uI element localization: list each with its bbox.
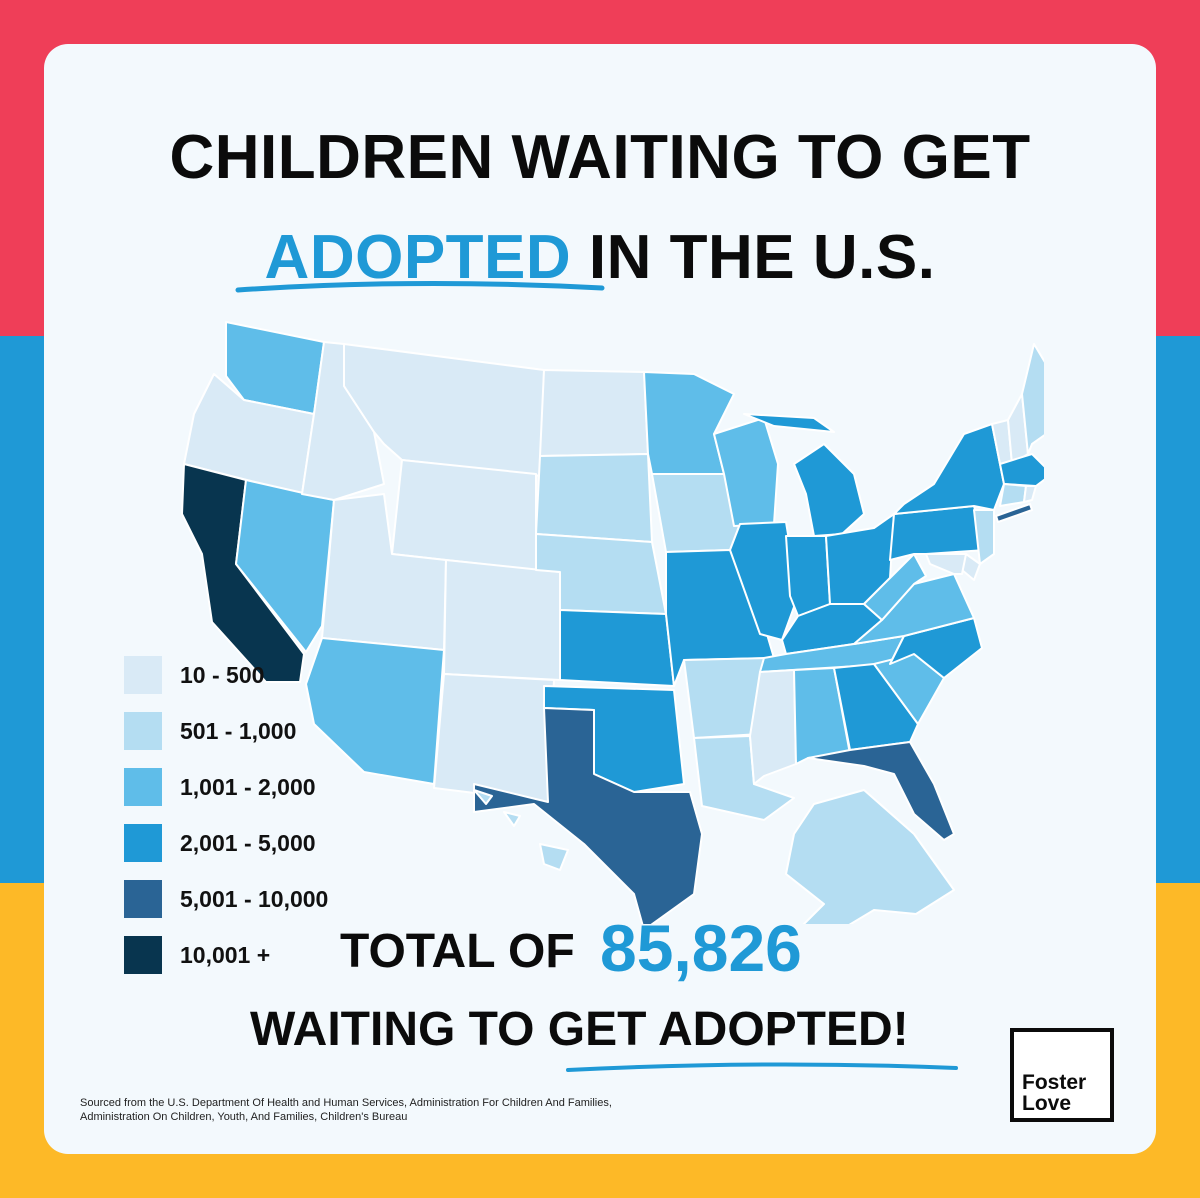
legend-swatch [124, 880, 162, 918]
region-new-jersey [973, 509, 995, 565]
region-maine [1021, 343, 1044, 455]
title-highlight: ADOPTED [264, 223, 572, 292]
total-line-2: WAITING TO GET ADOPTED! [250, 1003, 909, 1056]
region-north-dakota [539, 369, 649, 457]
title-line-2: ADOPTED IN THE U.S. [44, 222, 1156, 293]
foster-love-logo: Foster Love [1010, 1028, 1114, 1122]
total-underline [566, 1062, 958, 1072]
total-number: 85,826 [600, 911, 802, 985]
title-rest: IN THE U.S. [588, 223, 936, 292]
title-line-1: CHILDREN WAITING TO GET [169, 123, 1031, 192]
region-hawaii [473, 789, 569, 871]
region-massachusetts [999, 453, 1044, 487]
legend-swatch [124, 768, 162, 806]
region-florida [807, 741, 955, 841]
region-maryland [925, 553, 967, 575]
region-south-dakota [535, 453, 653, 543]
title-underline [235, 280, 605, 293]
infographic-card: CHILDREN WAITING TO GET ADOPTED IN THE U… [44, 44, 1156, 1154]
total-prefix: TOTAL OF [340, 925, 575, 978]
legend-swatch [124, 712, 162, 750]
legend-label: 10,001 + [180, 942, 271, 968]
region-texas [473, 707, 703, 924]
legend-label: 5,001 - 10,000 [180, 886, 329, 912]
legend-swatch [124, 656, 162, 694]
region-indiana [785, 535, 831, 617]
us-choropleth-map [181, 321, 1044, 924]
region-new-mexico [433, 673, 555, 803]
region-pennsylvania [889, 505, 987, 561]
region-michigan [743, 413, 865, 537]
source-note: Sourced from the U.S. Department Of Heal… [80, 1097, 612, 1123]
region-connecticut [999, 483, 1027, 507]
region-kansas [559, 609, 675, 687]
legend-swatch [124, 824, 162, 862]
region-alaska [785, 789, 955, 924]
region-long-island [995, 503, 1033, 523]
logo-line-1: Foster [1022, 1071, 1087, 1094]
region-wyoming [391, 459, 537, 571]
region-arizona [305, 637, 445, 785]
legend-label: 1,001 - 2,000 [180, 774, 316, 800]
legend-label: 10 - 500 [180, 662, 265, 688]
region-colorado [443, 559, 561, 681]
region-mississippi [749, 669, 797, 785]
region-new-york [893, 423, 1005, 515]
legend-label: 2,001 - 5,000 [180, 830, 316, 856]
region-georgia [833, 663, 919, 751]
legend-label: 501 - 1,000 [180, 718, 297, 744]
logo-line-2: Love [1022, 1092, 1072, 1115]
legend-swatch [124, 936, 162, 974]
region-rhode-island [1023, 485, 1037, 503]
